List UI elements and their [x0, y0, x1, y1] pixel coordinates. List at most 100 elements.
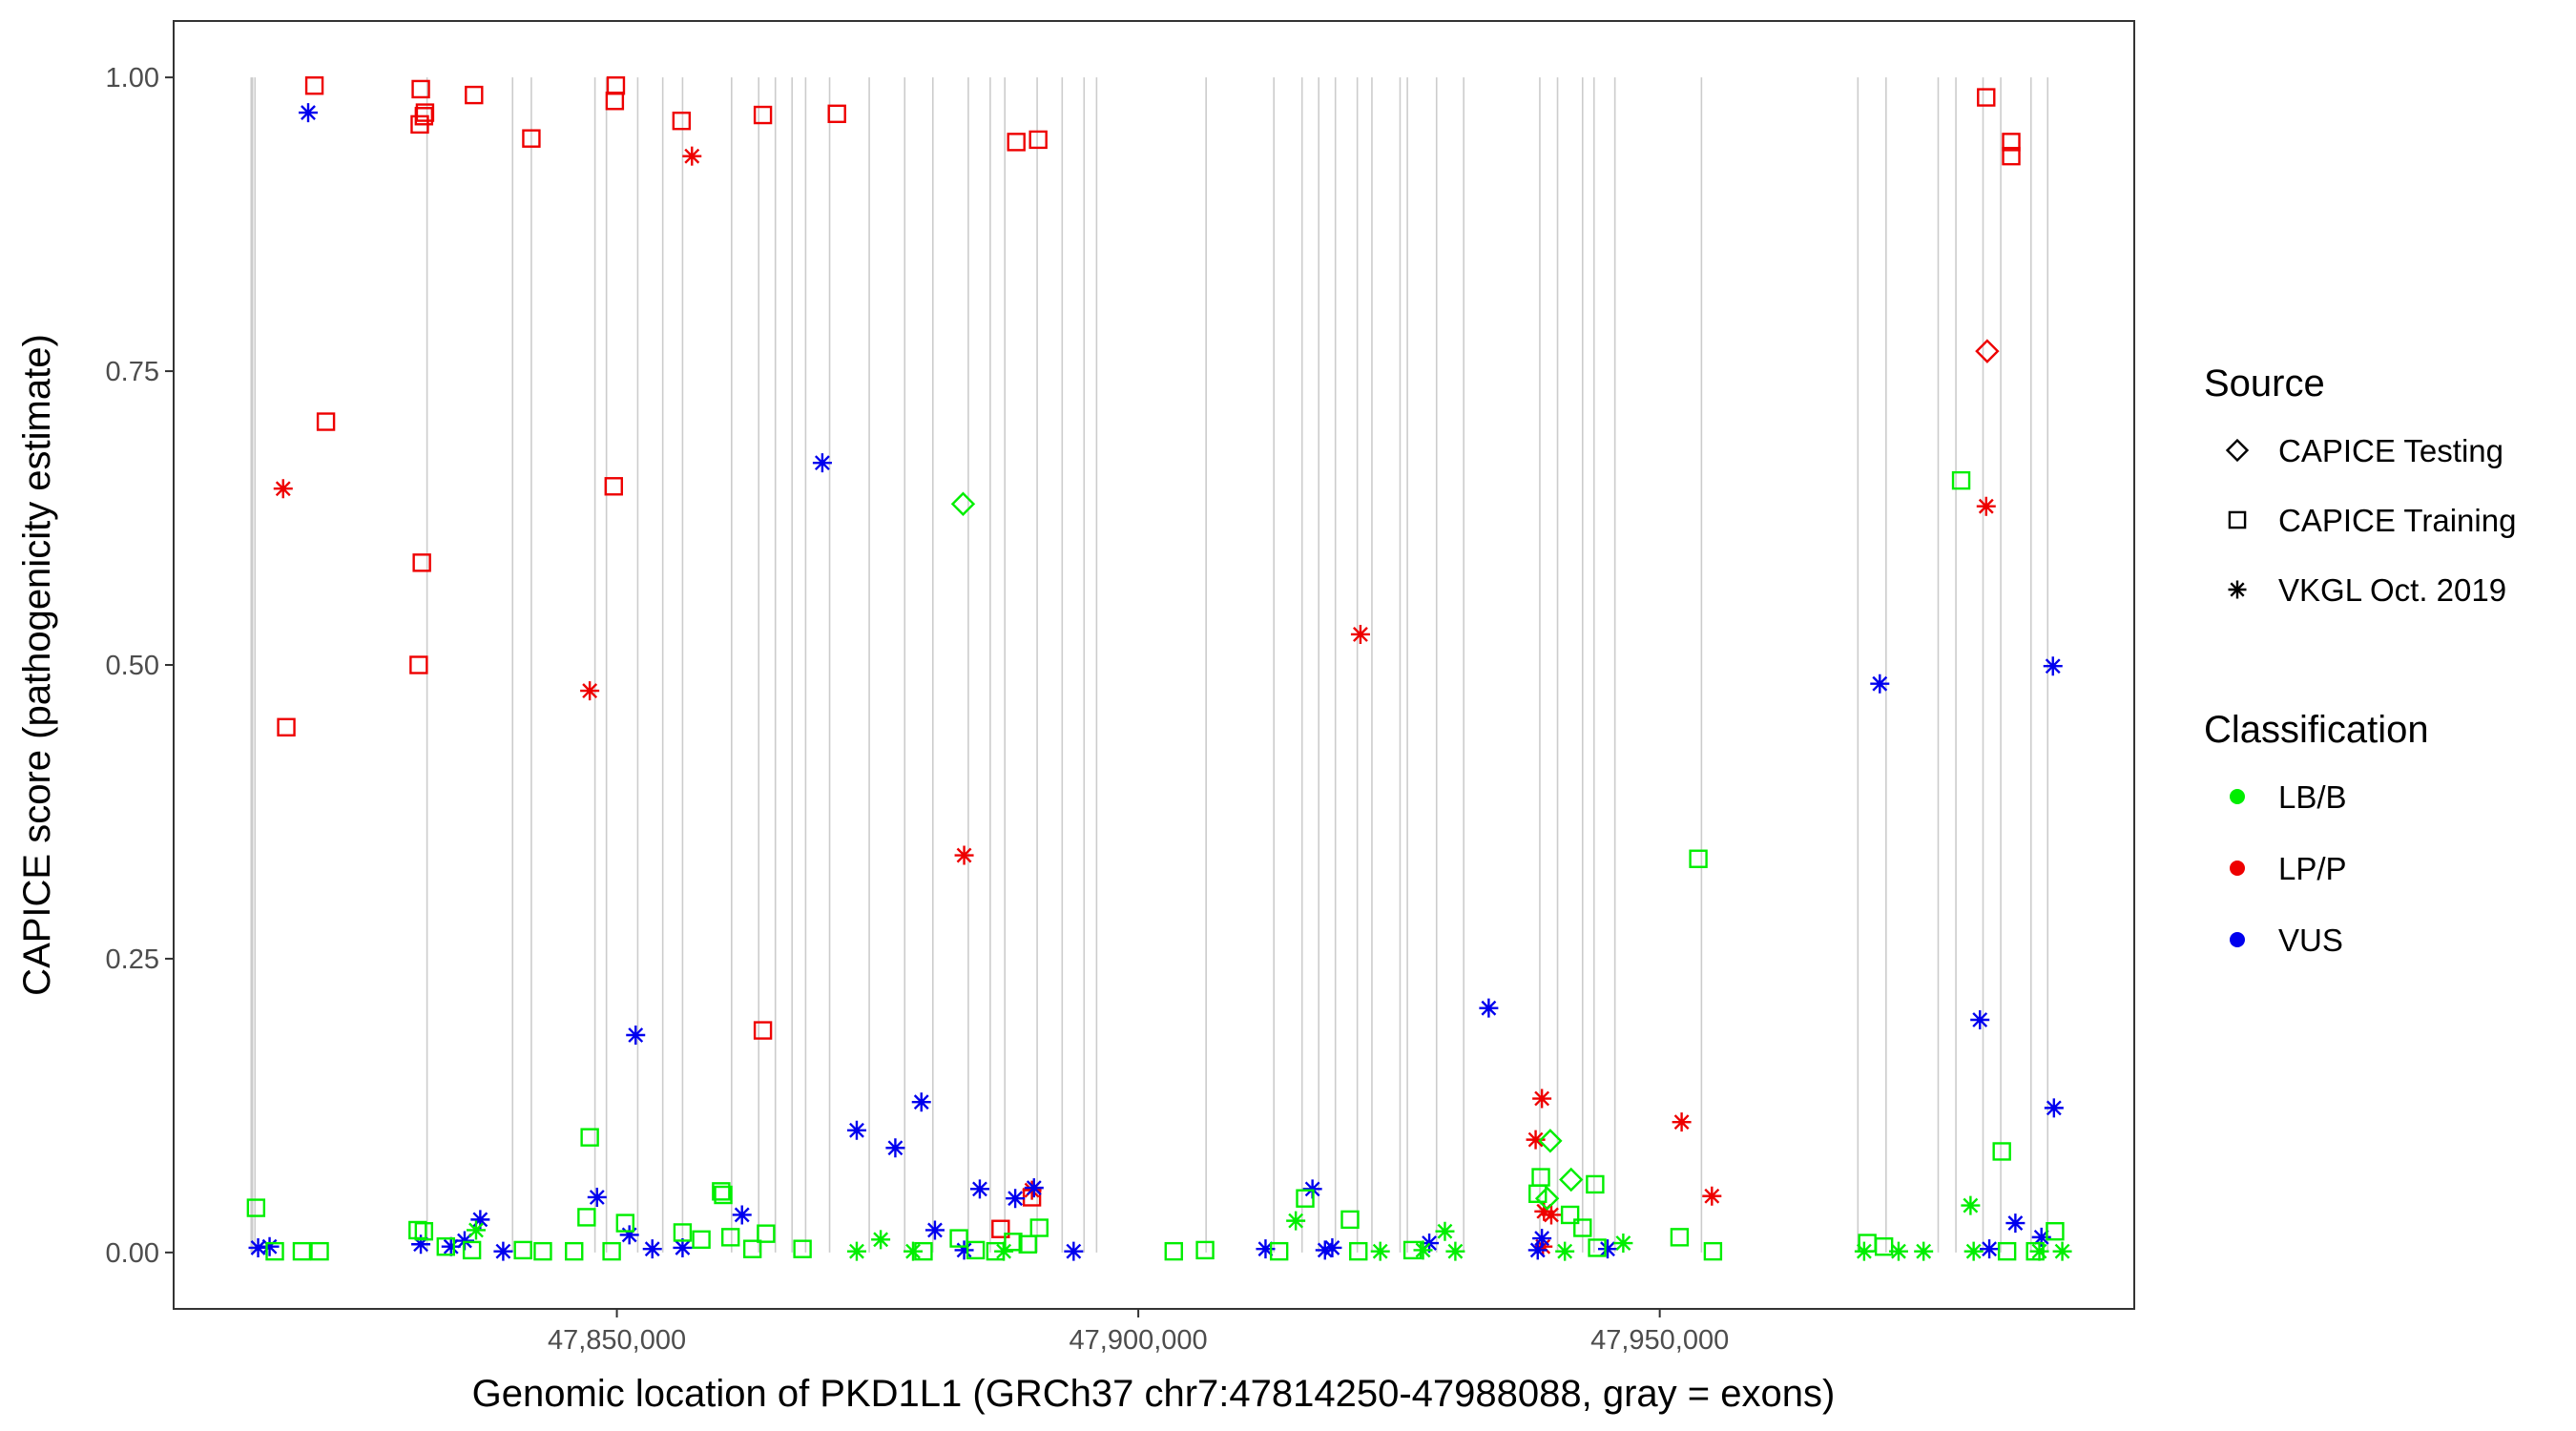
data-point [619, 1225, 639, 1245]
data-point [1573, 1218, 1592, 1237]
data-point [626, 1026, 646, 1045]
x-axis-title: Genomic location of PKD1L1 (GRCh37 chr7:… [472, 1373, 1836, 1415]
data-point [954, 845, 974, 865]
data-point [742, 1239, 762, 1258]
data-point [513, 1240, 532, 1260]
legend-key-asterisk [2228, 580, 2247, 599]
data-point [1370, 1241, 1390, 1261]
data-point [465, 85, 484, 105]
data-point [991, 1219, 1010, 1238]
data-point [949, 1229, 968, 1248]
data-point [587, 1187, 607, 1207]
data-point [1538, 1129, 1563, 1153]
data-point [1588, 1238, 1607, 1257]
data-point [1914, 1241, 1934, 1261]
data-point [2005, 1213, 2025, 1234]
data-point [1007, 133, 1026, 152]
data-point [2044, 1098, 2064, 1118]
data-point [1951, 470, 1971, 490]
data-point [871, 1230, 891, 1250]
data-point [732, 1205, 752, 1225]
data-point [411, 79, 430, 99]
legend-key-dot [2230, 861, 2245, 876]
data-point [2002, 133, 2021, 152]
data-point [1269, 1241, 1289, 1261]
y-axis: 0.00 0.25 0.50 0.75 1.00 [106, 63, 174, 1269]
data-point [409, 655, 428, 674]
exon-lines [250, 77, 2049, 1253]
data-point [408, 1220, 427, 1240]
data-point [602, 1241, 621, 1261]
legend-classification-label: LP/P [2278, 851, 2347, 886]
data-point [1980, 1239, 2000, 1259]
series-capice-testing-lb-b [950, 491, 1584, 1211]
data-point [672, 111, 692, 131]
legend-source-label: CAPICE Testing [2278, 433, 2503, 468]
data-point [565, 1241, 584, 1261]
legend-classification-title: Classification [2204, 709, 2429, 751]
x-axis: 47,850,000 47,900,000 47,950,000 [548, 1309, 1729, 1356]
data-point [304, 76, 324, 95]
data-point [1006, 1189, 1026, 1209]
data-point [436, 1237, 455, 1256]
data-point [1555, 1241, 1575, 1261]
data-point [1689, 849, 1708, 868]
data-point [1963, 1241, 1984, 1261]
data-point [885, 1138, 905, 1158]
data-point [1526, 1130, 1546, 1150]
data-point [966, 1240, 986, 1260]
data-point [604, 477, 623, 496]
data-point [1350, 624, 1370, 644]
legend-key-dot [2230, 932, 2245, 947]
data-point [1164, 1241, 1183, 1261]
data-point [1586, 1174, 1605, 1194]
x-tick-label: 47,850,000 [548, 1325, 686, 1356]
data-point [1302, 1179, 1322, 1199]
data-point [692, 1230, 711, 1250]
x-tick-label: 47,900,000 [1070, 1325, 1208, 1356]
data-point [1340, 1210, 1360, 1230]
data-point [1349, 1241, 1368, 1261]
data-point [1977, 88, 1996, 107]
legend-classification: Classification LB/B LP/P VUS [2204, 709, 2429, 958]
data-point [577, 1208, 596, 1227]
data-point [994, 1241, 1014, 1261]
data-point [246, 1198, 266, 1217]
data-point [1195, 1240, 1215, 1260]
data-point [2029, 1241, 2049, 1261]
data-point [1445, 1241, 1465, 1261]
data-point [1874, 1237, 1894, 1256]
y-tick-label: 0.25 [106, 944, 159, 975]
data-point [903, 1241, 923, 1261]
legend-source-label: VKGL Oct. 2019 [2278, 572, 2506, 608]
data-point [470, 1210, 490, 1230]
data-point [2052, 1241, 2072, 1261]
data-point [793, 1239, 812, 1258]
data-point [950, 491, 976, 516]
data-point [310, 1241, 329, 1261]
data-point [1559, 1167, 1584, 1192]
y-tick-label: 1.00 [106, 63, 159, 93]
data-point [454, 1231, 474, 1251]
data-point [969, 1179, 989, 1199]
data-points [246, 76, 2072, 1261]
data-point [1028, 130, 1048, 150]
data-point [1975, 339, 2000, 363]
data-point [753, 105, 773, 125]
data-point [1961, 1195, 1981, 1215]
data-point [1018, 1234, 1037, 1254]
data-point [827, 104, 846, 124]
legend-source-title: Source [2204, 363, 2325, 404]
data-point [580, 1128, 599, 1147]
data-point [260, 1236, 280, 1256]
data-point [273, 479, 293, 499]
data-point [954, 1240, 974, 1260]
data-point [1527, 1240, 1548, 1260]
data-point [812, 453, 832, 473]
data-point [846, 1241, 866, 1261]
data-point [1024, 1178, 1044, 1198]
y-tick-label: 0.75 [106, 357, 159, 387]
data-point [714, 1185, 733, 1205]
data-point [1532, 1089, 1552, 1109]
